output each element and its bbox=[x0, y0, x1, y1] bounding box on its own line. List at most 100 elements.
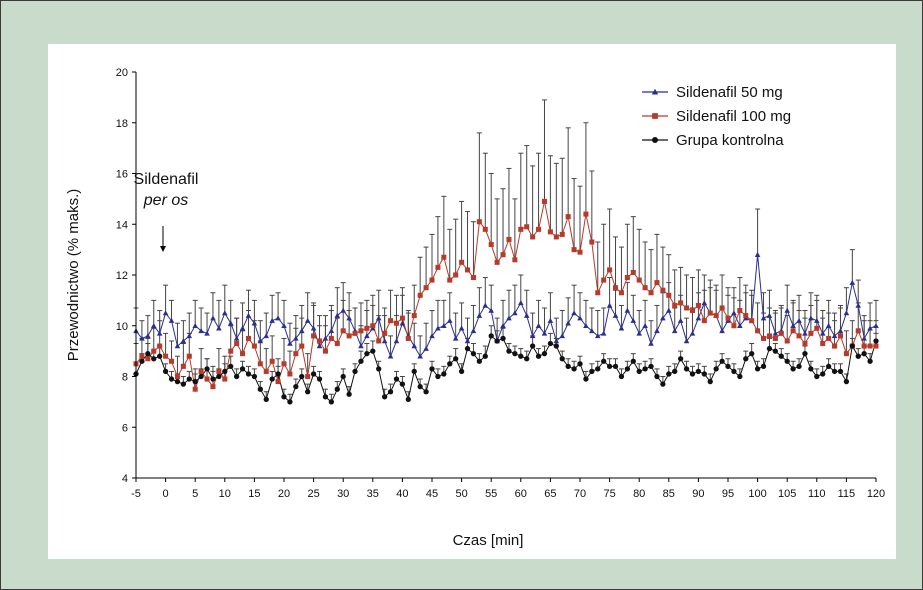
legend-label: Grupa kontrolna bbox=[676, 132, 784, 149]
data-point-circle bbox=[648, 363, 654, 370]
data-point-triangle bbox=[399, 320, 406, 326]
data-point-square bbox=[240, 351, 246, 357]
data-point-circle bbox=[784, 358, 790, 364]
data-point-circle bbox=[642, 366, 648, 372]
data-point-triangle bbox=[216, 325, 222, 331]
data-point-square bbox=[761, 335, 767, 341]
y-tick-label: 4 bbox=[122, 473, 128, 485]
data-point-triangle bbox=[470, 328, 477, 334]
data-point-triangle bbox=[233, 335, 240, 341]
data-point-square bbox=[139, 353, 145, 359]
data-point-triangle bbox=[310, 325, 317, 331]
data-point-circle bbox=[689, 371, 696, 377]
data-point-circle bbox=[808, 366, 814, 372]
data-point-square bbox=[719, 305, 725, 311]
data-point-circle bbox=[802, 351, 808, 357]
data-point-triangle bbox=[482, 302, 489, 308]
data-point-square bbox=[317, 338, 323, 344]
data-point-circle bbox=[606, 363, 613, 370]
data-point-triangle bbox=[346, 315, 352, 321]
data-point-circle bbox=[423, 389, 429, 395]
data-point-triangle bbox=[766, 312, 773, 318]
data-point-circle bbox=[559, 356, 565, 362]
data-point-square bbox=[873, 343, 879, 349]
data-point-triangle bbox=[139, 335, 145, 341]
data-point-square bbox=[459, 259, 465, 265]
data-point-square bbox=[435, 264, 441, 270]
y-tick-label: 8 bbox=[122, 372, 128, 384]
data-point-triangle bbox=[411, 343, 418, 349]
y-tick-label: 10 bbox=[116, 321, 128, 333]
data-point-circle bbox=[778, 353, 784, 359]
data-point-circle bbox=[636, 368, 642, 375]
data-point-square bbox=[648, 290, 654, 296]
x-tick-label: -5 bbox=[131, 488, 141, 500]
data-point-square bbox=[784, 338, 790, 344]
data-point-circle bbox=[328, 399, 335, 405]
data-point-square bbox=[198, 368, 204, 374]
data-point-circle bbox=[316, 376, 323, 382]
data-point-square bbox=[725, 315, 731, 321]
data-point-square bbox=[666, 292, 672, 298]
data-point-triangle bbox=[145, 333, 151, 339]
data-point-circle bbox=[772, 348, 779, 354]
data-point-circle bbox=[251, 373, 258, 380]
data-point-triangle bbox=[251, 320, 258, 326]
data-point-triangle bbox=[701, 300, 708, 306]
data-point-circle bbox=[518, 353, 524, 359]
x-tick-label: 0 bbox=[163, 488, 169, 500]
data-point-triangle bbox=[695, 315, 702, 321]
x-tick-label: 100 bbox=[748, 488, 766, 500]
data-point-square bbox=[263, 368, 269, 374]
data-point-square bbox=[305, 373, 311, 380]
x-tick-label: 45 bbox=[426, 488, 438, 500]
data-point-circle bbox=[524, 356, 530, 362]
data-point-square bbox=[660, 287, 666, 293]
data-point-square bbox=[393, 320, 399, 326]
data-point-square bbox=[737, 308, 743, 314]
data-point-square bbox=[429, 277, 435, 283]
data-point-square bbox=[334, 340, 340, 347]
data-point-square bbox=[506, 236, 512, 242]
series-markers bbox=[133, 198, 879, 405]
data-point-triangle bbox=[654, 328, 660, 334]
data-point-triangle bbox=[464, 338, 471, 344]
data-point-circle bbox=[405, 396, 411, 402]
data-point-triangle bbox=[387, 353, 394, 359]
x-tick-label: 95 bbox=[722, 488, 734, 500]
data-point-square bbox=[755, 328, 761, 334]
data-point-circle bbox=[660, 381, 666, 387]
data-point-square bbox=[257, 361, 263, 367]
data-point-square bbox=[843, 351, 849, 357]
x-tick-label: 35 bbox=[367, 488, 379, 500]
data-point-circle bbox=[447, 361, 453, 367]
data-point-triangle bbox=[624, 307, 631, 313]
data-point-circle bbox=[453, 356, 459, 362]
data-point-circle bbox=[180, 381, 187, 387]
data-point-square bbox=[210, 384, 216, 390]
data-point-triangle bbox=[677, 317, 684, 323]
data-point-triangle bbox=[849, 279, 856, 285]
data-point-circle bbox=[239, 366, 246, 372]
data-point-square bbox=[808, 330, 814, 336]
data-point-circle bbox=[743, 356, 749, 362]
data-point-triangle bbox=[666, 307, 672, 313]
data-point-circle bbox=[583, 376, 589, 382]
data-point-square bbox=[530, 234, 536, 240]
data-point-circle bbox=[796, 363, 802, 370]
data-point-circle bbox=[654, 373, 660, 380]
data-point-square bbox=[340, 328, 346, 334]
data-point-square bbox=[447, 277, 453, 283]
data-point-triangle bbox=[304, 317, 311, 323]
data-point-square bbox=[624, 275, 630, 281]
error-bars bbox=[133, 99, 879, 402]
data-point-square bbox=[749, 318, 755, 324]
y-tick-label: 12 bbox=[116, 270, 128, 282]
data-point-circle bbox=[666, 371, 672, 377]
legend-label: Sildenafil 100 mg bbox=[676, 108, 791, 125]
data-point-triangle bbox=[269, 317, 275, 323]
data-point-square bbox=[423, 285, 429, 291]
data-point-circle bbox=[464, 345, 471, 352]
data-point-square bbox=[607, 267, 613, 273]
x-tick-label: 70 bbox=[574, 488, 586, 500]
